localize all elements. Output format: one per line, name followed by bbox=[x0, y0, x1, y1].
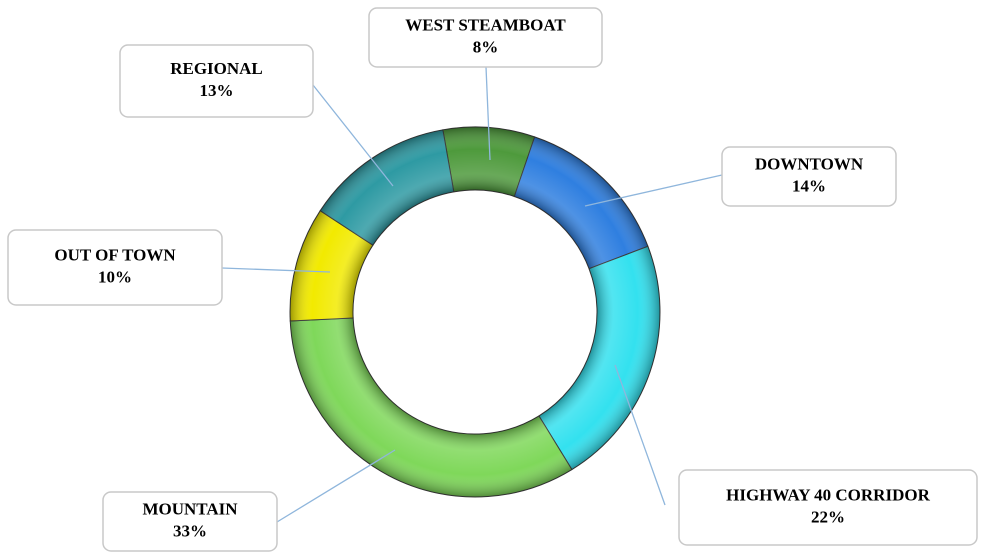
leader-line bbox=[276, 449, 396, 523]
leader-line bbox=[485, 66, 491, 161]
leader-line bbox=[312, 84, 394, 187]
slice-label: MOUNTAIN bbox=[142, 499, 238, 518]
slice-value-label: 22% bbox=[811, 507, 845, 526]
slice-value-label: 13% bbox=[200, 81, 234, 100]
label-box bbox=[7, 229, 223, 306]
slice-label: OUT OF TOWN bbox=[54, 245, 176, 264]
slice-shade bbox=[442, 127, 535, 197]
label-box bbox=[119, 44, 314, 118]
slice-label: DOWNTOWN bbox=[755, 154, 864, 173]
slice-shade bbox=[290, 317, 572, 497]
label-box bbox=[368, 7, 603, 68]
leader-line bbox=[584, 174, 723, 207]
slice-value-label: 14% bbox=[792, 176, 826, 195]
slice-label: WEST STEAMBOAT bbox=[405, 15, 566, 34]
label-box bbox=[721, 146, 897, 207]
slice-shade bbox=[514, 136, 648, 269]
slice-value-label: 8% bbox=[473, 37, 499, 56]
slice-shade bbox=[290, 210, 373, 322]
slice-label: REGIONAL bbox=[170, 59, 263, 78]
slice-value-label: 10% bbox=[98, 267, 132, 286]
leader-line bbox=[221, 267, 331, 273]
slice-shade bbox=[538, 246, 660, 470]
label-box bbox=[678, 469, 978, 546]
slice-shade bbox=[320, 129, 454, 246]
leader-line bbox=[614, 364, 666, 506]
slice-label: HIGHWAY 40 CORRIDOR bbox=[726, 485, 930, 504]
slice-value-label: 33% bbox=[173, 521, 207, 540]
label-box bbox=[102, 491, 278, 552]
